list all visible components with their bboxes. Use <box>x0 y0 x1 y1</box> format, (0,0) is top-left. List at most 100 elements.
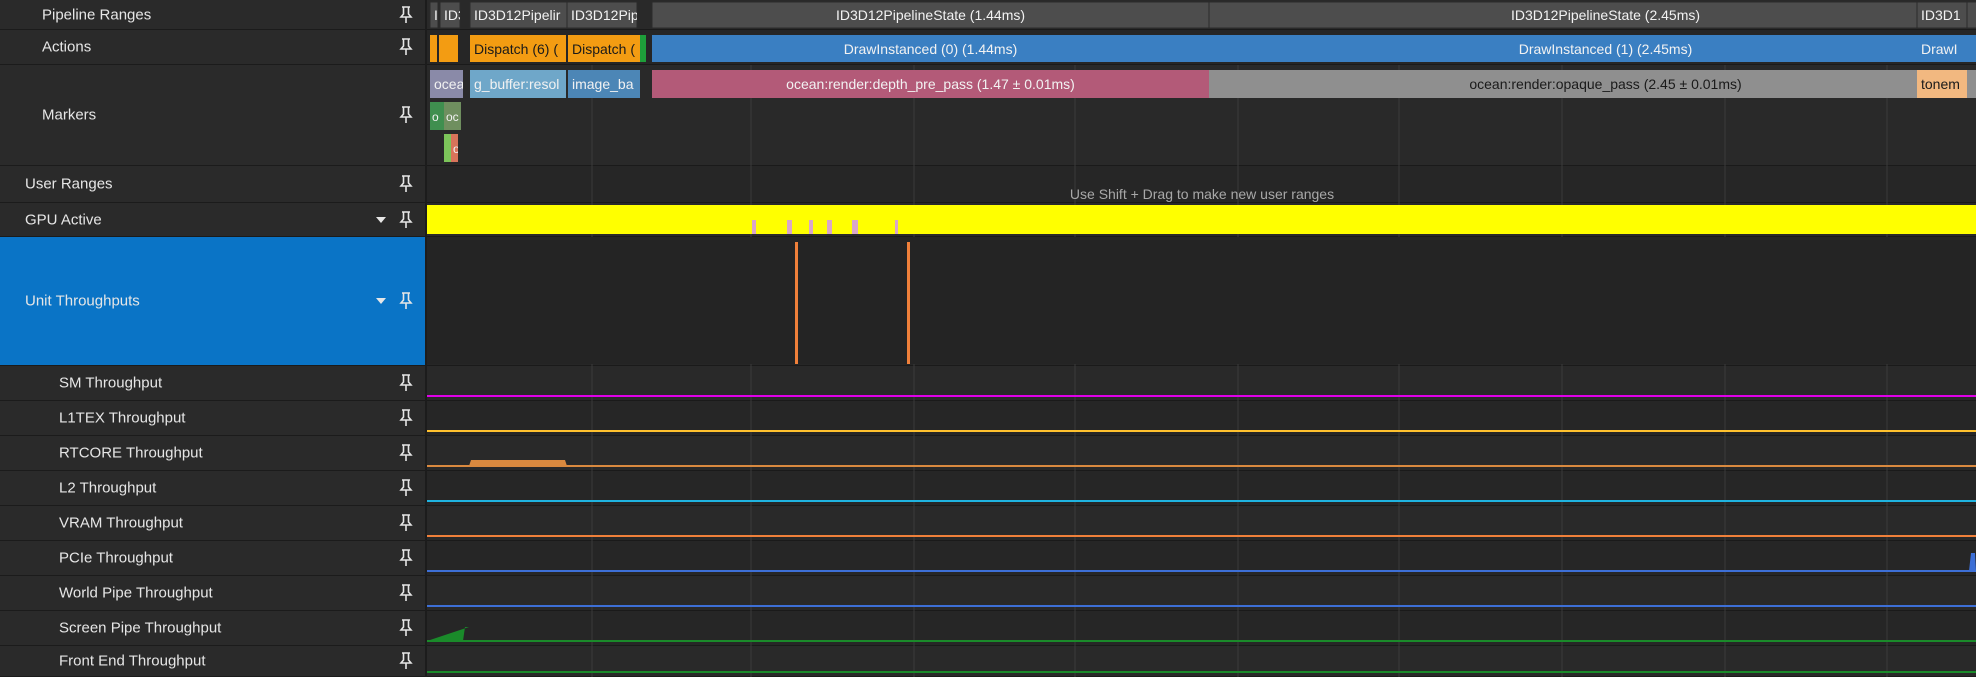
action-label: Dispatch (6) ( <box>474 41 558 57</box>
pin-icon[interactable] <box>399 38 413 56</box>
track-label: Unit Throughputs <box>25 292 140 310</box>
track-row[interactable]: Markers <box>0 65 425 166</box>
track-row[interactable]: GPU Active <box>0 203 425 237</box>
pin-icon[interactable] <box>399 584 413 602</box>
track-label: L2 Throughput <box>59 479 157 497</box>
track-row[interactable]: Screen Pipe Throughput <box>0 611 425 646</box>
action-bar[interactable] <box>640 35 646 62</box>
marker-bar[interactable] <box>430 70 463 98</box>
pin-icon[interactable] <box>399 549 413 567</box>
track-row[interactable]: L2 Throughput <box>0 471 425 506</box>
track-list: Pipeline Ranges Actions Markers User Ranges… <box>0 0 425 677</box>
pin-icon[interactable] <box>399 514 413 532</box>
action-bar[interactable] <box>470 35 566 62</box>
track-label: Pipeline Ranges <box>42 6 152 23</box>
track-row[interactable]: L1TEX Throughput <box>0 401 425 436</box>
vram-spike <box>795 242 798 364</box>
action-bar[interactable] <box>439 35 458 62</box>
track-label: User Ranges <box>25 175 113 193</box>
track-label: L1TEX Throughput <box>59 409 186 427</box>
gpu-active-spike <box>852 220 858 234</box>
track-label: World Pipe Throughput <box>59 584 213 602</box>
chevron-down-icon[interactable] <box>374 296 388 306</box>
gpu-active-spike <box>827 220 832 234</box>
pin-icon[interactable] <box>399 479 413 497</box>
panel-splitter[interactable] <box>425 0 427 677</box>
action-bar[interactable] <box>568 35 640 62</box>
track-band <box>427 166 1976 203</box>
pin-icon[interactable] <box>399 292 413 310</box>
track-row[interactable]: Pipeline Ranges <box>0 0 425 30</box>
pin-icon[interactable] <box>399 106 413 124</box>
gpu-active-spike <box>895 220 898 234</box>
action-label: DrawInstanced (0) (1.44ms) <box>844 41 1018 57</box>
screen-pipe-area <box>427 627 469 641</box>
chevron-down-icon[interactable] <box>374 215 388 225</box>
marker-bar[interactable] <box>1209 70 1976 98</box>
marker-bar[interactable] <box>652 70 1209 98</box>
marker-bar[interactable] <box>568 70 640 98</box>
track-row[interactable]: VRAM Throughput <box>0 506 425 541</box>
pipeline-range-bar[interactable] <box>566 1 638 29</box>
marker-label: tonem <box>1921 76 1960 92</box>
track-label: RTCORE Throughput <box>59 444 203 462</box>
sub-marker-label: o <box>453 142 460 156</box>
sub-marker-label: o <box>432 110 439 124</box>
throughput-plot-bg <box>427 237 1976 364</box>
track-label: PCIe Throughput <box>59 549 173 567</box>
pin-icon[interactable] <box>399 409 413 427</box>
pipeline-range-label: ID3D12PipelineState (1.44ms) <box>836 7 1025 23</box>
pin-icon[interactable] <box>399 210 413 229</box>
track-row[interactable]: Actions <box>0 30 425 65</box>
track-label: SM Throughput <box>59 374 163 392</box>
action-label: DrawI <box>1921 41 1958 57</box>
track-row[interactable]: RTCORE Throughput <box>0 436 425 471</box>
pipeline-range-label: ID3D12Pipelir <box>474 7 561 23</box>
action-bar[interactable] <box>1917 35 1967 62</box>
action-bar[interactable] <box>430 35 437 62</box>
pipeline-range-bar[interactable] <box>1916 1 1968 29</box>
marker-bar[interactable] <box>470 70 566 98</box>
pin-icon[interactable] <box>399 175 413 193</box>
track-label: VRAM Throughput <box>59 514 183 532</box>
pipeline-range-label: ID3D12PipelineState (2.45ms) <box>1511 7 1700 23</box>
pipeline-range-bar[interactable] <box>469 1 568 29</box>
marker-label: ocean:render:opaque_pass (2.45 ± 0.01ms) <box>1469 76 1741 92</box>
timeline-view[interactable]: I ID3 ID3D12Pipelir ID3D12Pip ID3D12Pipeline… <box>427 0 1976 677</box>
pin-icon[interactable] <box>399 652 413 670</box>
pipeline-range-label: ID3D1 <box>1921 7 1961 23</box>
action-bar[interactable] <box>652 35 1209 62</box>
pin-icon[interactable] <box>399 619 413 637</box>
track-label: Markers <box>42 106 97 124</box>
marker-label: g_buffer:resol <box>474 76 559 92</box>
pipeline-range-bar[interactable] <box>429 1 439 29</box>
action-bar[interactable] <box>1209 35 1976 62</box>
sub-marker-bar[interactable] <box>444 134 451 162</box>
track-row[interactable]: PCIe Throughput <box>0 541 425 576</box>
pipeline-range-bar[interactable] <box>651 1 1210 29</box>
sub-marker-bar[interactable] <box>430 102 444 130</box>
pipeline-range-label: ID3D12Pip <box>571 7 639 23</box>
marker-bar[interactable] <box>1917 70 1967 98</box>
sub-marker-bar[interactable] <box>444 102 461 130</box>
pipeline-range-label: I <box>434 7 438 23</box>
user-ranges-hint: Use Shift + Drag to make new user ranges <box>1070 186 1334 202</box>
pin-icon[interactable] <box>399 444 413 462</box>
marker-label: ocea <box>434 76 465 92</box>
vram-spike <box>907 242 910 364</box>
track-row[interactable]: SM Throughput <box>0 366 425 401</box>
pipeline-range-bar[interactable] <box>439 1 461 29</box>
track-row[interactable]: Front End Throughput <box>0 646 425 677</box>
pin-icon[interactable] <box>399 374 413 392</box>
track-label: Front End Throughput <box>59 652 206 670</box>
pipeline-range-bar[interactable] <box>1208 1 1976 29</box>
track-label: GPU Active <box>25 211 102 228</box>
sub-marker-bar[interactable] <box>451 134 458 162</box>
pin-icon[interactable] <box>399 5 413 24</box>
track-row[interactable]: User Ranges <box>0 166 425 203</box>
track-row[interactable]: Unit Throughputs <box>0 237 425 366</box>
action-label: Dispatch ( <box>572 41 635 57</box>
action-label: DrawInstanced (1) (2.45ms) <box>1519 41 1693 57</box>
track-row[interactable]: World Pipe Throughput <box>0 576 425 611</box>
sub-marker-label: oc <box>446 110 459 124</box>
